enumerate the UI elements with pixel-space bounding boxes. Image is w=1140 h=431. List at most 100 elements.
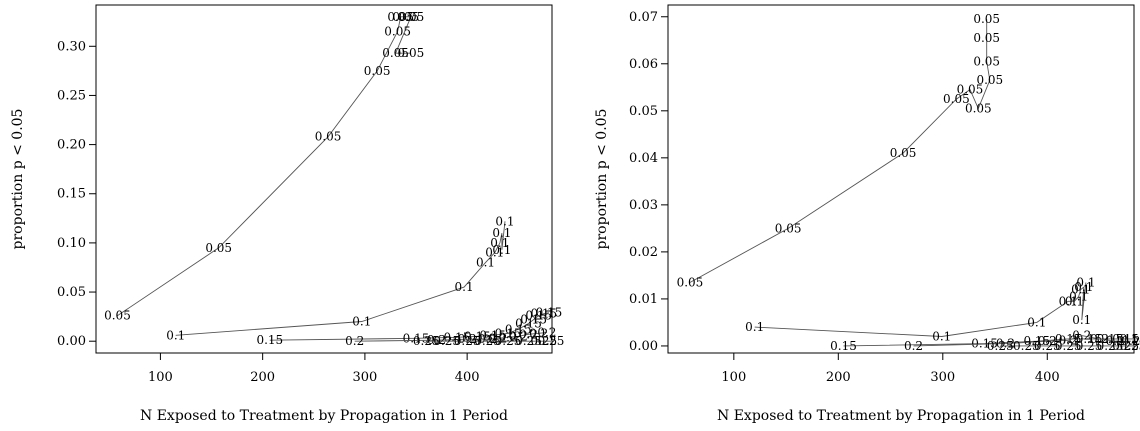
point-label: 0.05 (205, 241, 232, 255)
y-tick-label: 0.10 (57, 236, 86, 251)
point-label: 0.2 (519, 327, 538, 341)
point-label: 0.15 (530, 307, 557, 321)
point-label: 0.1 (1071, 283, 1090, 297)
point-label: 0.2 (1072, 329, 1091, 343)
point-label: 0.05 (957, 83, 984, 97)
point-label: 0.1 (455, 280, 474, 294)
point-label: 0.25 (454, 334, 481, 348)
y-tick-label: 0.15 (57, 187, 86, 202)
point-label: 0.1 (476, 256, 495, 270)
point-label: 0.2 (1121, 334, 1140, 348)
y-tick-label: 0.05 (629, 104, 658, 119)
point-label: 0.05 (976, 73, 1003, 87)
x-axis: 100 200 300 400 (721, 353, 1060, 385)
point-label: 0.25 (474, 334, 501, 348)
point-label: 0.05 (965, 101, 992, 115)
x-tick-label: 400 (1035, 370, 1060, 385)
x-tick-label: 400 (455, 370, 480, 385)
point-label: 0.2 (537, 325, 556, 339)
point-label: 0.05 (104, 309, 131, 323)
series-line (913, 335, 1131, 347)
point-label: 0.2 (1059, 333, 1078, 347)
point-label: 0.25 (1120, 339, 1140, 353)
point-label: 0.25 (1097, 339, 1124, 353)
point-label: 0.2 (1038, 334, 1057, 348)
series-line (354, 331, 547, 342)
point-label: 0.15 (1023, 334, 1050, 348)
point-label: 0.1 (166, 328, 185, 342)
point-label: 0.2 (488, 331, 507, 345)
y-axis: 0.00 0.05 0.10 0.15 0.20 0.25 0.30 (57, 39, 96, 349)
point-label: 0.1 (1074, 280, 1093, 294)
series-layer: 0.050.050.050.050.050.050.050.050.050.05… (677, 12, 1140, 353)
point-label: 0.25 (1076, 339, 1103, 353)
point-label: 0.05 (364, 64, 391, 78)
point-label: 0.1 (485, 246, 504, 260)
point-label: 0.15 (536, 306, 563, 320)
series-layer: 0.050.050.050.050.050.050.050.050.050.05… (104, 10, 564, 348)
plot-frame (95, 4, 553, 354)
point-label: 0.1 (495, 214, 514, 228)
point-label: 0.25 (530, 334, 557, 348)
left-chart-panel: 0.050.050.050.050.050.050.050.050.050.05… (10, 4, 564, 424)
point-label: 0.05 (943, 92, 970, 106)
point-label: 0.2 (458, 332, 477, 346)
series-line (689, 19, 991, 283)
y-tick-label: 0.00 (57, 334, 86, 349)
point-label: 0.2 (529, 326, 548, 340)
x-tick-label: 200 (826, 370, 851, 385)
point-label: 0.2 (478, 332, 497, 346)
point-label: 0.05 (973, 12, 1000, 26)
point-label: 0.1 (745, 320, 764, 334)
x-tick-label: 300 (930, 370, 955, 385)
point-label: 0.15 (464, 329, 491, 343)
point-label: 0.2 (345, 334, 364, 348)
point-label: 0.05 (398, 10, 425, 24)
point-label: 0.15 (403, 331, 430, 345)
point-label: 0.2 (509, 329, 528, 343)
point-label: 0.25 (1112, 339, 1139, 353)
point-label: 0.25 (987, 339, 1014, 353)
y-tick-label: 0.06 (629, 57, 658, 72)
x-tick-label: 200 (250, 370, 275, 385)
point-label: 0.25 (413, 334, 440, 348)
y-axis: 0.00 0.01 0.02 0.03 0.04 0.05 0.06 0.07 (629, 10, 668, 354)
point-label: 0.05 (973, 54, 1000, 68)
y-tick-label: 0.04 (629, 151, 658, 166)
point-label: 0.25 (1013, 339, 1040, 353)
point-label: 0.1 (1059, 294, 1078, 308)
point-label: 0.15 (1120, 332, 1140, 346)
y-tick-label: 0.01 (629, 292, 658, 307)
series-line (843, 338, 1133, 347)
point-label: 0.15 (525, 309, 552, 323)
plot-frame (667, 4, 1135, 354)
right-chart-panel: 0.050.050.050.050.050.050.050.050.050.05… (594, 4, 1140, 424)
y-tick-label: 0.03 (629, 198, 658, 213)
point-label: 0.2 (904, 339, 923, 353)
series-line (269, 312, 549, 341)
point-label: 0.15 (971, 337, 998, 351)
point-label: 0.25 (1034, 339, 1061, 353)
y-tick-label: 0.20 (57, 138, 86, 153)
point-label: 0.1 (492, 243, 511, 257)
x-tick-label: 100 (721, 370, 746, 385)
x-tick-label: 300 (352, 370, 377, 385)
y-tick-label: 0.02 (629, 245, 658, 260)
y-tick-label: 0.30 (57, 39, 86, 54)
x-axis-title: N Exposed to Treatment by Propagation in… (717, 408, 1085, 424)
y-tick-label: 0.00 (629, 339, 658, 354)
point-label: 0.15 (515, 317, 542, 331)
point-label: 0.25 (538, 334, 565, 348)
point-label: 0.1 (492, 226, 511, 240)
point-label: 0.1 (1069, 290, 1088, 304)
point-label: 0.05 (392, 10, 419, 24)
point-label: 0.25 (495, 334, 522, 348)
point-label: 0.05 (775, 221, 802, 235)
point-label: 0.2 (1090, 332, 1109, 346)
point-label: 0.1 (1072, 313, 1091, 327)
point-label: 0.05 (398, 46, 425, 60)
series-line (175, 221, 506, 336)
y-axis-title: proportion p < 0.05 (10, 109, 26, 250)
point-label: 0.1 (1076, 275, 1095, 289)
